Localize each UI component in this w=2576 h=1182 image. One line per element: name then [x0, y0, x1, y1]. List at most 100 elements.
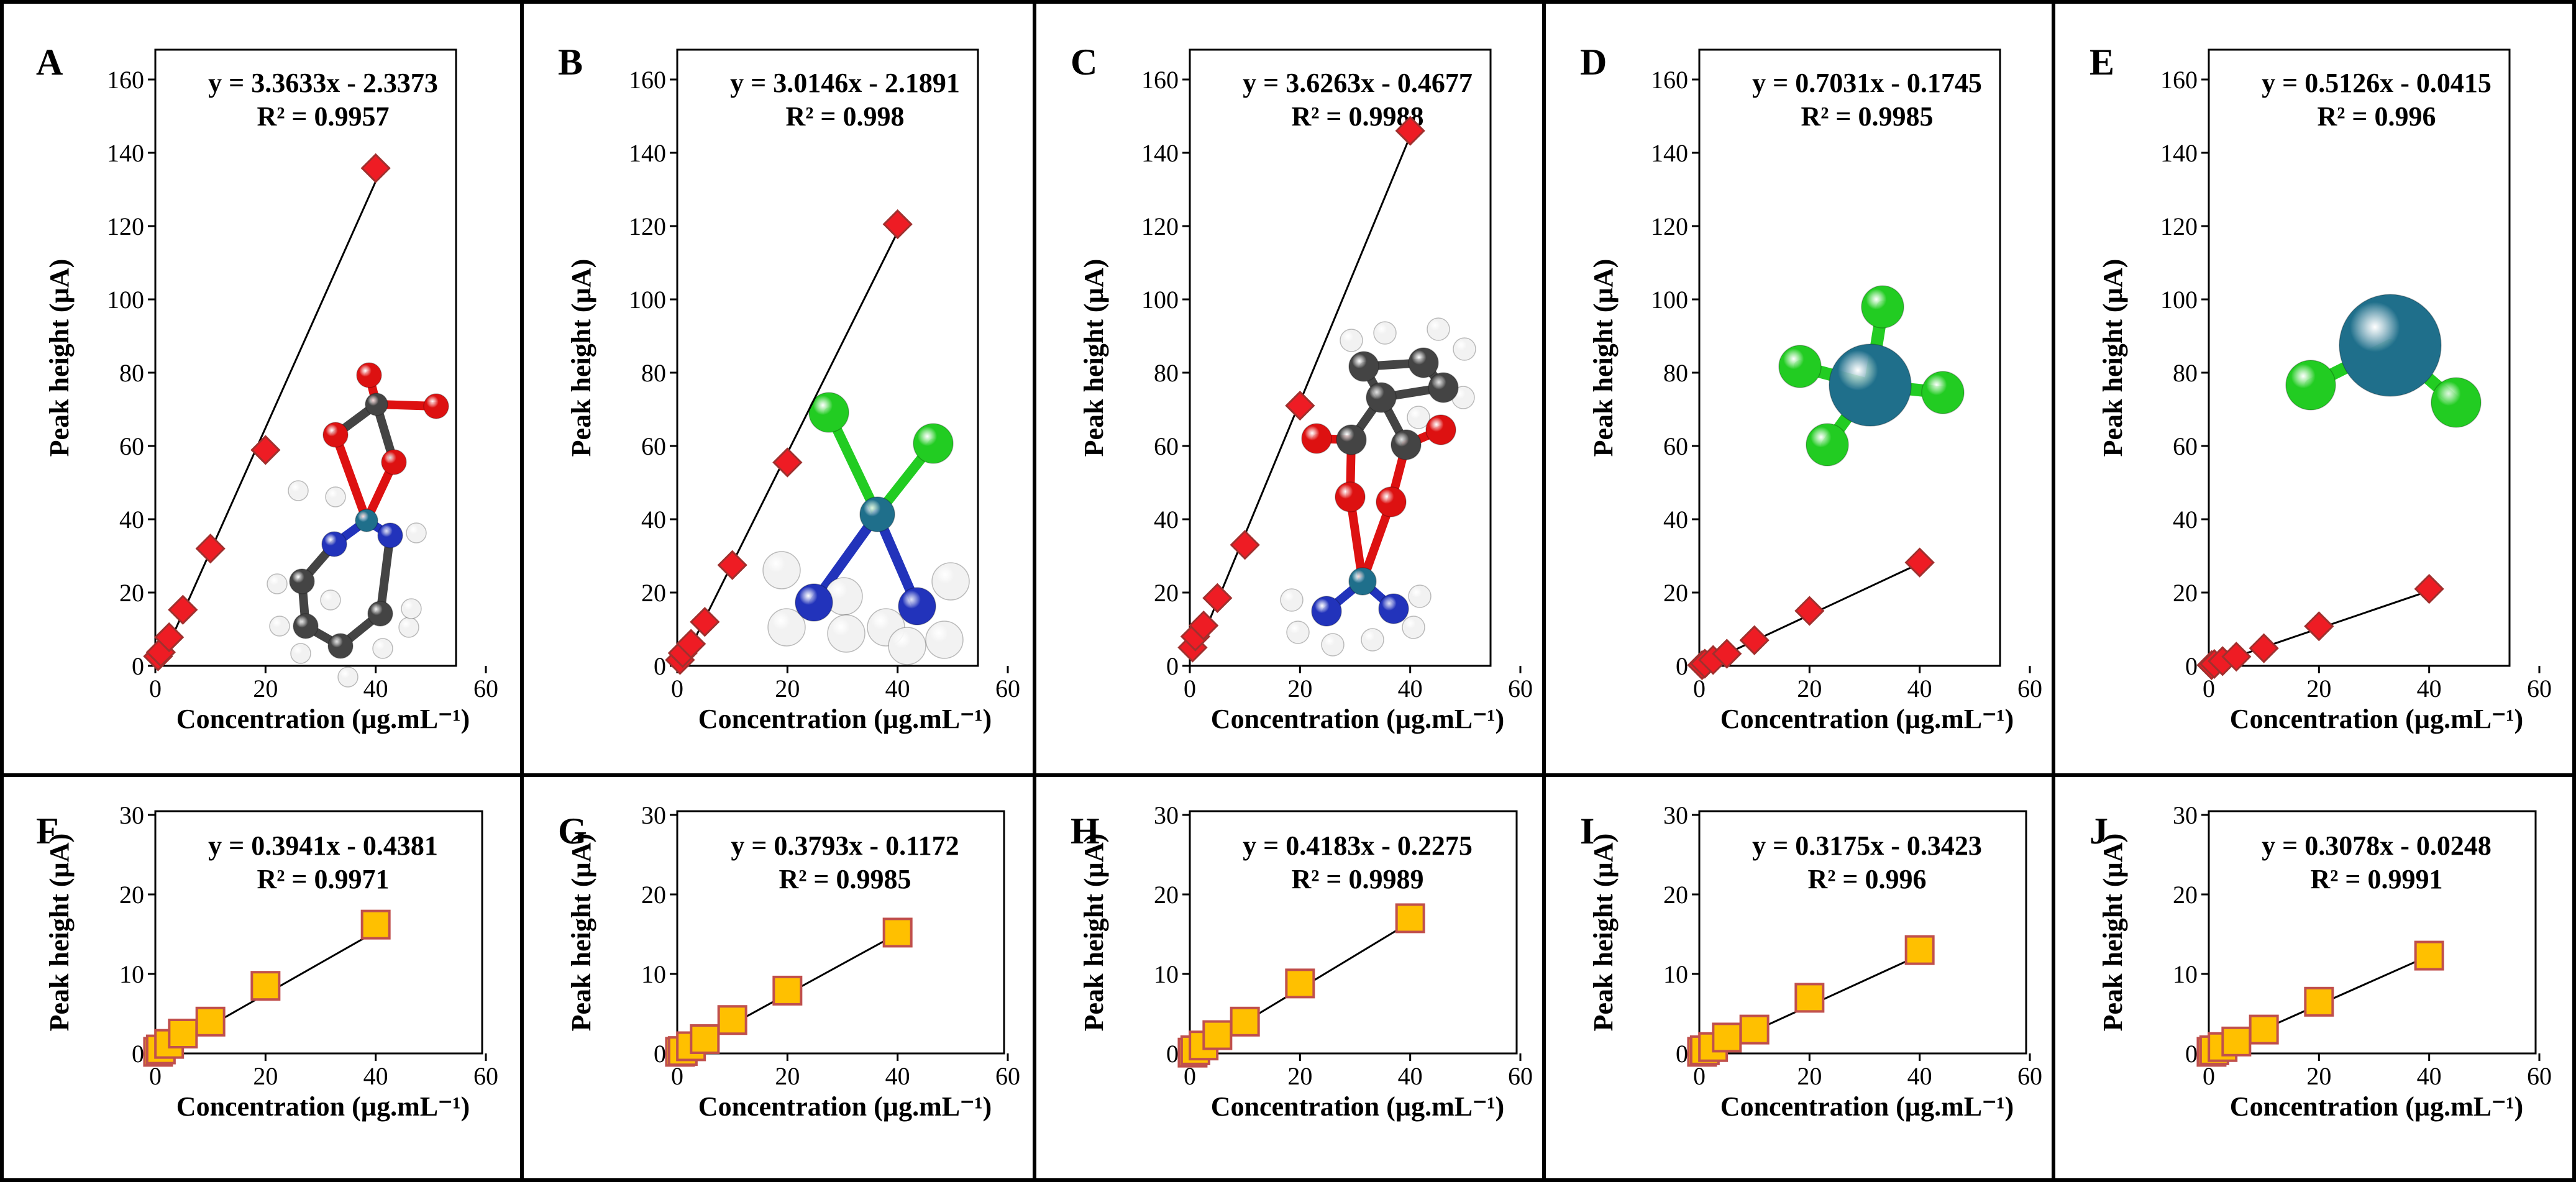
data-point — [1285, 390, 1315, 421]
carbon-atom — [327, 633, 354, 659]
plot-area — [1698, 48, 2001, 667]
y-tick-label: 30 — [119, 801, 144, 829]
y-tick-label: 40 — [2173, 506, 2198, 534]
y-tick-label: 100 — [629, 286, 666, 314]
carbon-atom — [1408, 347, 1439, 378]
x-tick-label: 0 — [671, 1062, 683, 1090]
nitrogen-atom — [795, 583, 833, 622]
data-point — [2249, 633, 2279, 663]
y-axis-title: Peak height (µA) — [1079, 259, 1109, 457]
data-point — [250, 971, 281, 1001]
y-tick-label: 60 — [119, 432, 144, 460]
data-point — [2221, 642, 2252, 672]
bond — [331, 430, 371, 525]
x-tick-label: 60 — [473, 1062, 498, 1090]
nitrogen-atom — [377, 522, 403, 548]
trendline — [157, 181, 377, 669]
panel-letter: A — [36, 42, 63, 83]
y-tick-label: 20 — [1663, 579, 1688, 607]
r-squared-label: R² = 0.9985 — [779, 864, 911, 894]
data-point — [168, 1019, 198, 1048]
y-axis-title: Peak height (µA) — [44, 834, 75, 1032]
y-tick-label: 80 — [1154, 359, 1179, 387]
hydrogen-atom — [1361, 628, 1384, 652]
regression-equation: y = 3.3633x - 2.3373 — [208, 68, 438, 98]
y-tick-label: 40 — [1663, 506, 1688, 534]
carbon-atom — [293, 613, 319, 639]
plot-area — [2208, 810, 2537, 1055]
chlorine-atom — [808, 392, 849, 433]
oxygen-atom — [1376, 486, 1407, 517]
x-tick-label: 0 — [1693, 675, 1706, 702]
hydrogen-atom — [267, 573, 288, 594]
y-tick-label: 100 — [1141, 286, 1179, 314]
y-tick-label: 30 — [1154, 801, 1179, 829]
hydrogen-atom — [1373, 321, 1397, 345]
molecule-carboplatin-icon — [1280, 317, 1476, 657]
data-point — [2304, 611, 2334, 642]
plot-area — [154, 810, 483, 1055]
y-tick-label: 100 — [1651, 286, 1688, 314]
y-tick-label: 160 — [2160, 66, 2198, 94]
y-tick-label: 160 — [1141, 66, 1179, 94]
data-point — [690, 607, 720, 637]
carbon-atom — [1336, 424, 1367, 455]
x-tick-label: 40 — [1907, 675, 1932, 702]
y-tick-label: 20 — [119, 881, 144, 909]
x-axis-title: Concentration (µg.mL⁻¹) — [176, 704, 470, 734]
x-tick-label: 40 — [2417, 1062, 2442, 1090]
x-tick-label: 0 — [1184, 1062, 1196, 1090]
data-point — [676, 629, 706, 659]
chlorine-atom — [2285, 360, 2336, 411]
chlorine-atom — [1806, 423, 1849, 466]
x-tick-label: 60 — [2527, 1062, 2552, 1090]
hydrogen-atom — [931, 562, 970, 601]
data-point — [1904, 547, 1935, 578]
hydrogen-atom — [406, 522, 427, 543]
y-tick-label: 0 — [1676, 652, 1688, 680]
regression-equation: y = 0.7031x - 0.1745 — [1752, 68, 1982, 98]
plot-area — [2208, 48, 2511, 667]
r-squared-label: R² = 0.9957 — [257, 101, 389, 132]
carbon-atom — [289, 568, 315, 594]
data-point — [360, 909, 391, 940]
r-squared-label: R² = 0.9989 — [1291, 864, 1423, 894]
y-tick-label: 10 — [119, 960, 144, 988]
data-point — [1712, 1022, 1742, 1053]
y-tick-label: 30 — [2173, 801, 2198, 829]
data-point — [2414, 573, 2444, 604]
x-tick-label: 0 — [671, 675, 683, 702]
y-axis-title: Peak height (µA) — [566, 834, 596, 1032]
x-tick-label: 40 — [885, 675, 910, 702]
y-tick-label: 10 — [1663, 960, 1688, 988]
hydrogen-atom — [1408, 584, 1432, 608]
bond — [376, 531, 395, 618]
y-tick-label: 160 — [1651, 66, 1688, 94]
y-tick-label: 40 — [641, 506, 666, 534]
hydrogen-atom — [1453, 337, 1476, 361]
y-tick-label: 160 — [107, 66, 144, 94]
y-tick-label: 0 — [654, 652, 666, 680]
x-axis-title: Concentration (µg.mL⁻¹) — [1720, 704, 2014, 734]
regression-equation: y = 0.3175x - 0.3423 — [1752, 830, 1982, 861]
oxygen-atom — [356, 362, 382, 388]
x-tick-label: 20 — [1797, 1062, 1822, 1090]
oxygen-atom — [1335, 481, 1366, 512]
data-point — [1202, 1020, 1233, 1050]
chlorine-atom — [1778, 345, 1822, 388]
x-tick-label: 20 — [775, 1062, 800, 1090]
platinum-atom — [859, 496, 895, 532]
hydrogen-atom — [288, 480, 309, 501]
x-tick-label: 60 — [995, 675, 1020, 702]
x-tick-label: 60 — [1508, 675, 1533, 702]
y-tick-label: 80 — [641, 359, 666, 387]
data-point — [717, 1005, 747, 1035]
y-tick-label: 120 — [629, 212, 666, 240]
r-squared-label: R² = 0.9985 — [1801, 101, 1933, 132]
